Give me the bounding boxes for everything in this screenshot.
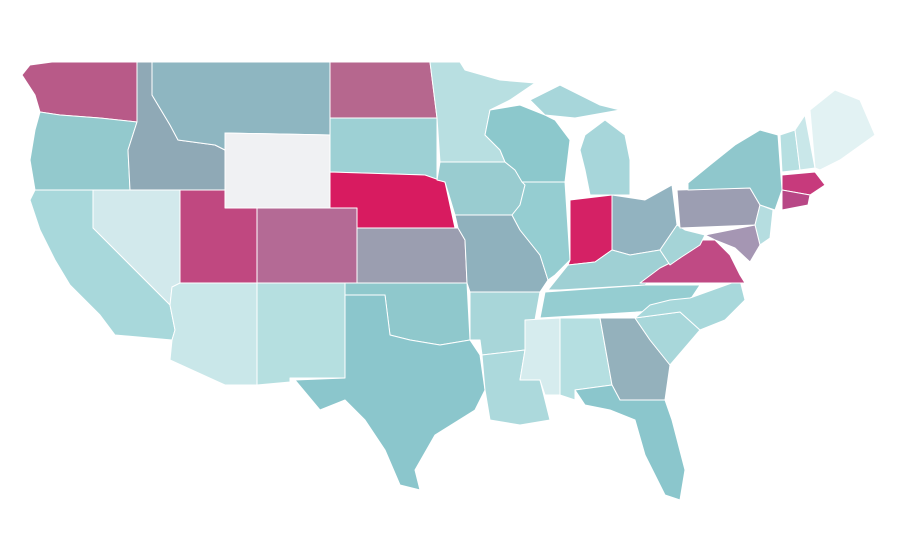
state <box>29 111 138 191</box>
state <box>809 89 876 171</box>
state <box>256 207 358 284</box>
state <box>294 294 486 491</box>
state <box>754 204 774 246</box>
state <box>356 227 468 284</box>
state <box>634 279 746 331</box>
state <box>676 187 761 229</box>
state <box>704 224 761 263</box>
state <box>169 282 258 386</box>
state <box>574 384 686 501</box>
state <box>781 171 826 196</box>
state <box>659 224 706 266</box>
state <box>329 117 438 181</box>
state <box>224 132 331 209</box>
state <box>511 181 571 281</box>
states <box>21 61 876 501</box>
state <box>781 189 811 211</box>
state <box>329 61 438 119</box>
state <box>256 282 346 386</box>
state <box>29 189 176 341</box>
state <box>529 84 631 196</box>
